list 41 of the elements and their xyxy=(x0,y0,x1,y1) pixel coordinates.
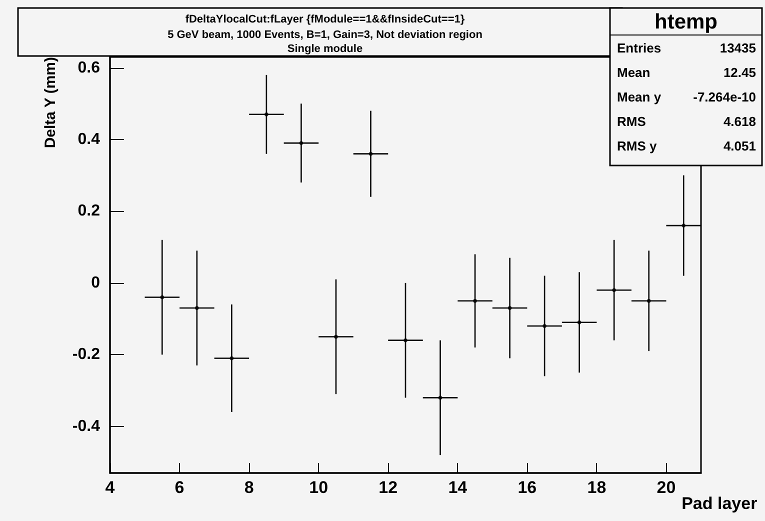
point xyxy=(438,396,442,400)
point xyxy=(542,324,547,328)
x-tick-label: 20 xyxy=(656,478,676,497)
point xyxy=(577,320,582,324)
text: RMS y 4.051 xyxy=(617,138,756,154)
point xyxy=(194,306,199,310)
point xyxy=(160,295,164,300)
point xyxy=(508,306,512,310)
chart-title: fDeltaYlocalCut:fLayer {fModule==1&&fInsideCut==1} xyxy=(185,14,466,26)
point xyxy=(646,298,651,303)
y-tick-label: 0.6 xyxy=(78,59,100,76)
x-tick-label: 4 xyxy=(105,478,116,497)
x-tick-label: 18 xyxy=(587,478,606,497)
point xyxy=(334,334,338,339)
x-axis-title: Pad layer xyxy=(682,494,758,513)
text: RMS 4.618 xyxy=(617,114,756,129)
y-tick-label: -0.2 xyxy=(72,346,100,364)
text: Mean 12.45 xyxy=(617,65,756,80)
x-tick-label: 12 xyxy=(378,478,398,497)
y-tick-label: 0.4 xyxy=(78,130,100,148)
point xyxy=(264,112,268,116)
point xyxy=(368,152,373,156)
point xyxy=(473,298,478,303)
x-tick-label: 14 xyxy=(448,478,468,497)
x-tick-label: 6 xyxy=(174,478,184,497)
text: htemp xyxy=(654,10,718,34)
x-tick-label: 10 xyxy=(309,478,328,497)
y-tick-label: 0 xyxy=(91,274,100,292)
point xyxy=(299,141,304,146)
text: Entries 13435 xyxy=(617,40,756,56)
y-tick-label: 0.2 xyxy=(78,202,100,220)
y-axis-title: Delta Y (mm) xyxy=(42,57,59,148)
point xyxy=(682,224,686,228)
x-tick-label: 8 xyxy=(244,478,254,497)
point xyxy=(230,356,234,360)
text: Mean y -7.264e-10 xyxy=(617,90,756,104)
point xyxy=(404,338,408,342)
x-tick-label: 16 xyxy=(518,478,537,497)
chart-subtitle: 5 GeV beam, 1000 Events, B=1, Gain=3, Not deviation region Single module xyxy=(168,29,483,55)
y-tick-label: -0.4 xyxy=(72,418,100,435)
point xyxy=(612,288,616,292)
